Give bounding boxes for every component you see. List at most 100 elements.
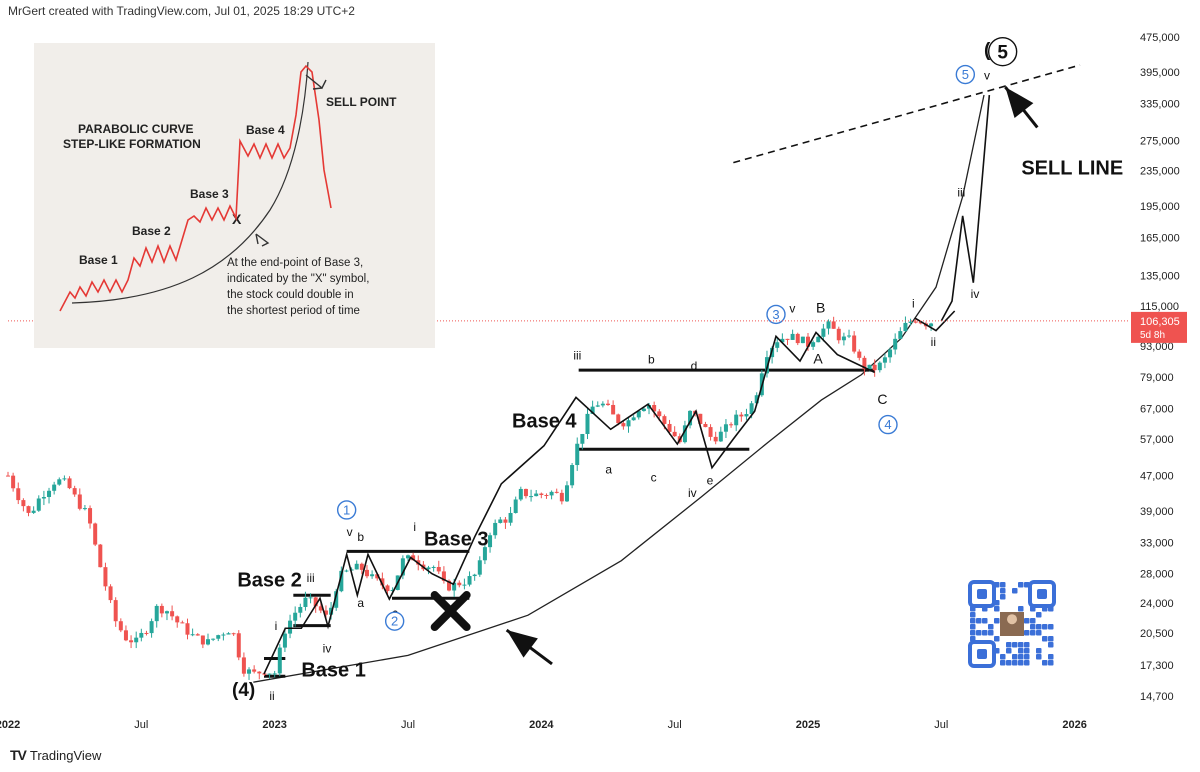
- x-tick-label: 2026: [1062, 719, 1086, 731]
- candle-body: [539, 493, 544, 495]
- inset-price-path: [59, 64, 332, 312]
- qr-module: [1000, 660, 1006, 666]
- qr-module: [1018, 642, 1024, 648]
- candle-body: [800, 336, 805, 344]
- candle-body: [72, 488, 77, 495]
- qr-module: [970, 618, 976, 624]
- candle-body: [231, 633, 236, 635]
- qr-finder: [968, 640, 996, 668]
- qr-module: [1000, 588, 1006, 594]
- candle-body: [154, 605, 159, 622]
- qr-module: [1030, 624, 1036, 630]
- wave-circle: [987, 36, 1018, 67]
- candle-body: [359, 563, 364, 570]
- x-tick-label: Jul: [134, 719, 148, 731]
- qr-module: [1048, 642, 1054, 648]
- wave-label: v: [984, 68, 990, 82]
- candle-body: [893, 338, 898, 350]
- elliott-wave-path: [263, 331, 876, 675]
- candle-body: [575, 443, 580, 466]
- candle-body: [175, 616, 180, 623]
- wave-label: Base 2: [237, 569, 301, 591]
- y-tick-label: 235,000: [1140, 166, 1180, 178]
- qr-finder-core: [1037, 589, 1047, 599]
- qr-module: [982, 618, 988, 624]
- wave-circle-label: 3: [772, 307, 779, 322]
- candle-body: [108, 586, 113, 601]
- wave-label: Base 3: [424, 528, 489, 550]
- candle-body: [323, 610, 328, 615]
- candle-body: [431, 566, 436, 568]
- candle-body: [534, 493, 539, 497]
- candle-body: [498, 519, 503, 523]
- candle-body: [436, 566, 441, 572]
- parabola-curve-layer: [253, 94, 985, 683]
- candle-body: [908, 321, 913, 323]
- qr-module: [1024, 660, 1030, 666]
- candle-body: [641, 408, 646, 412]
- wave-label: c: [651, 471, 657, 485]
- candle-body: [159, 605, 164, 614]
- qr-module: [1042, 660, 1048, 666]
- qr-module: [1018, 606, 1024, 612]
- candle-body: [329, 607, 334, 615]
- y-axis: 475,000 395,000 335,000 275,000 235,000 195,0…: [1140, 32, 1180, 703]
- candle-body: [411, 555, 416, 561]
- sell-line: [733, 64, 1081, 164]
- candle-body: [744, 414, 749, 417]
- candle-body: [723, 424, 728, 432]
- wave-circle: [384, 611, 405, 631]
- qr-module: [1006, 660, 1012, 666]
- candle-body: [406, 555, 410, 559]
- qr-module: [976, 630, 982, 636]
- candle-body: [785, 338, 790, 340]
- wave-circle-label: 1: [343, 502, 350, 517]
- candle-body: [257, 671, 262, 674]
- wave-circle: [336, 500, 357, 520]
- candle-body: [616, 414, 621, 424]
- wave-circle: [878, 414, 898, 435]
- candle-body: [698, 413, 703, 424]
- candle-body: [775, 342, 780, 348]
- candle-body: [836, 328, 841, 341]
- qr-module: [1018, 648, 1024, 654]
- tradingview-brand[interactable]: TV TradingView: [10, 747, 101, 763]
- wave-label: Base 1: [301, 659, 366, 681]
- candle-body: [718, 431, 723, 442]
- qr-module: [1048, 636, 1054, 642]
- candle-body: [62, 478, 67, 480]
- qr-module: [1012, 588, 1018, 594]
- candle-body: [441, 571, 446, 581]
- qr-finder: [968, 580, 996, 608]
- candle-body: [82, 508, 87, 510]
- candle-body: [380, 578, 385, 586]
- candle-body: [929, 323, 934, 327]
- wave-label: A: [813, 350, 823, 366]
- wave-label: iv: [688, 486, 697, 500]
- candle-body: [590, 406, 595, 414]
- qr-finder: [1028, 580, 1056, 608]
- wave-circle: [766, 304, 786, 325]
- candle-body: [811, 342, 816, 347]
- qr-module: [988, 630, 994, 636]
- candle-body: [385, 585, 390, 592]
- candle-body: [882, 357, 887, 363]
- candle-body: [888, 349, 893, 358]
- qr-module: [1018, 654, 1024, 660]
- inset-parabola: [71, 61, 309, 304]
- qr-code[interactable]: [968, 580, 1056, 668]
- candle-body: [298, 606, 303, 613]
- candle-body: [277, 647, 282, 674]
- wave-circle-label: 2: [391, 614, 398, 629]
- candle-body: [313, 597, 318, 607]
- candle-body: [580, 433, 585, 444]
- inset-caption-1: At the end-point of Base 3,: [227, 257, 363, 269]
- candle-body: [77, 494, 82, 509]
- inset-base-4: Base 4: [246, 123, 285, 137]
- candle-body: [344, 570, 349, 572]
- qr-module: [1036, 648, 1042, 654]
- base-lines-layer: [264, 368, 875, 678]
